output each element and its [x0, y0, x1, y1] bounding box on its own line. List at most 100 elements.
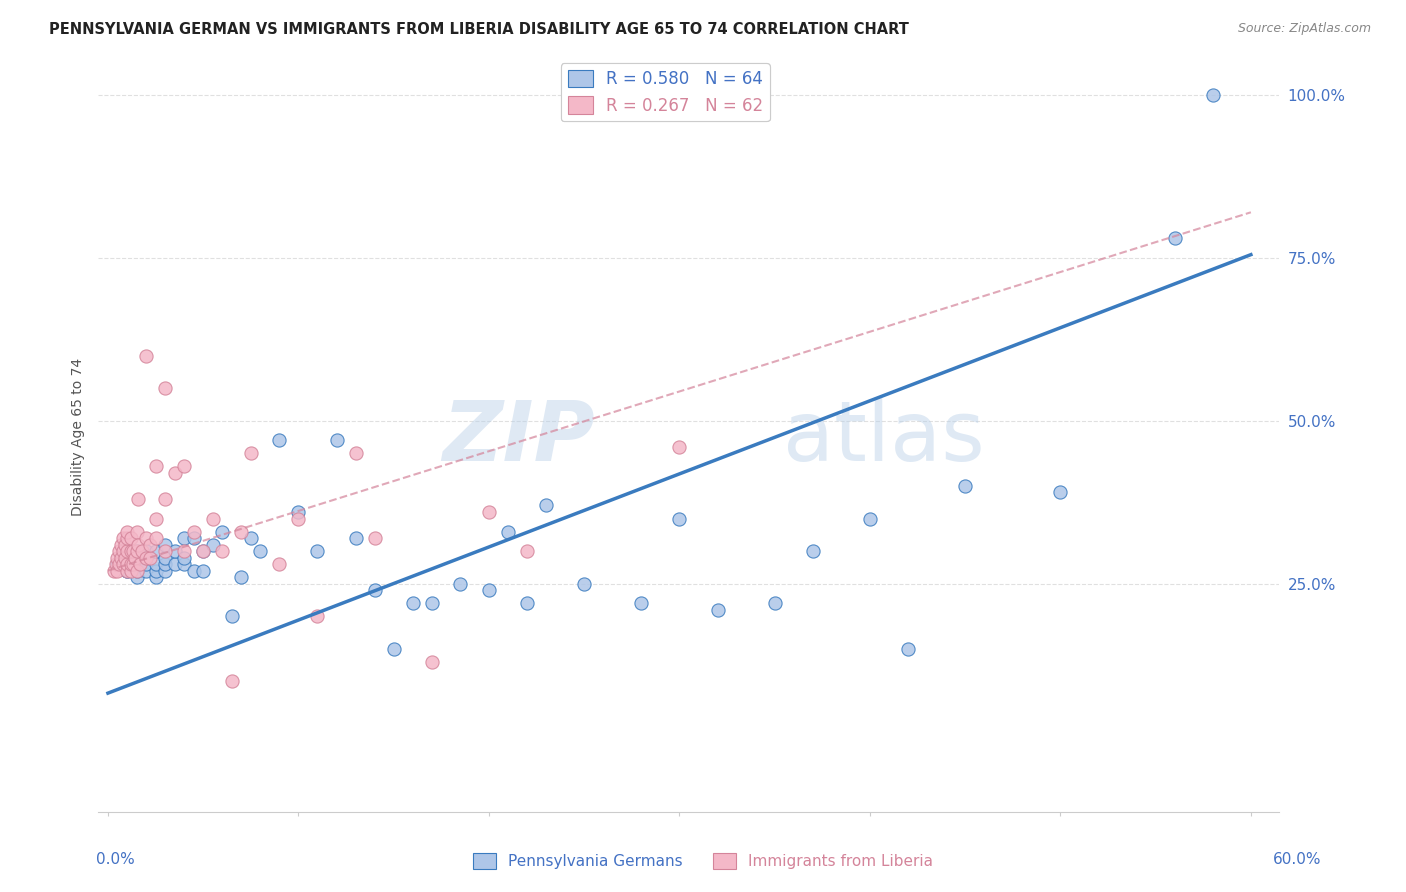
Point	[145, 544, 167, 558]
Point	[478, 583, 501, 598]
Point	[112, 531, 135, 545]
Point	[249, 544, 271, 558]
Point	[104, 557, 127, 571]
Point	[115, 557, 138, 571]
Point	[145, 564, 167, 578]
Point	[127, 491, 149, 506]
Point	[231, 570, 253, 584]
Point	[153, 550, 176, 565]
Point	[121, 557, 143, 571]
Point	[115, 564, 138, 578]
Point	[120, 564, 142, 578]
Point	[211, 524, 233, 539]
Point	[344, 531, 367, 545]
Point	[125, 544, 148, 558]
Point	[239, 531, 262, 545]
Point	[287, 511, 309, 525]
Point	[131, 544, 153, 558]
Point	[115, 531, 138, 545]
Legend: Pennsylvania Germans, Immigrants from Liberia: Pennsylvania Germans, Immigrants from Li…	[467, 847, 939, 875]
Point	[1202, 88, 1225, 103]
Point	[201, 538, 224, 552]
Point	[121, 544, 143, 558]
Point	[127, 538, 149, 552]
Point	[269, 434, 291, 448]
Point	[193, 544, 215, 558]
Point	[897, 641, 920, 656]
Point	[115, 564, 138, 578]
Point	[120, 544, 142, 558]
Point	[193, 564, 215, 578]
Text: 0.0%: 0.0%	[96, 852, 135, 867]
Point	[668, 440, 690, 454]
Point	[163, 544, 186, 558]
Point	[668, 511, 690, 525]
Point	[496, 524, 519, 539]
Point	[420, 596, 443, 610]
Point	[859, 511, 882, 525]
Point	[108, 544, 131, 558]
Point	[1049, 485, 1071, 500]
Point	[344, 446, 367, 460]
Point	[124, 550, 146, 565]
Point	[115, 524, 138, 539]
Point	[120, 557, 142, 571]
Point	[115, 544, 138, 558]
Text: Source: ZipAtlas.com: Source: ZipAtlas.com	[1237, 22, 1371, 36]
Point	[108, 557, 131, 571]
Text: ZIP: ZIP	[441, 397, 595, 477]
Point	[135, 349, 157, 363]
Point	[382, 641, 405, 656]
Point	[145, 557, 167, 571]
Point	[534, 499, 557, 513]
Point	[112, 544, 135, 558]
Point	[183, 564, 205, 578]
Point	[120, 531, 142, 545]
Point	[183, 524, 205, 539]
Point	[107, 550, 129, 565]
Point	[231, 524, 253, 539]
Point	[145, 531, 167, 545]
Point	[173, 459, 195, 474]
Point	[125, 544, 148, 558]
Point	[153, 564, 176, 578]
Point	[110, 550, 132, 565]
Point	[153, 544, 176, 558]
Point	[163, 466, 186, 480]
Point	[363, 583, 385, 598]
Y-axis label: Disability Age 65 to 74: Disability Age 65 to 74	[72, 358, 86, 516]
Point	[110, 538, 132, 552]
Point	[135, 564, 157, 578]
Point	[153, 538, 176, 552]
Point	[953, 479, 976, 493]
Point	[173, 550, 195, 565]
Point	[325, 434, 347, 448]
Point	[193, 544, 215, 558]
Point	[211, 544, 233, 558]
Point	[107, 564, 129, 578]
Point	[183, 531, 205, 545]
Point	[221, 609, 243, 624]
Point	[478, 505, 501, 519]
Point	[125, 564, 148, 578]
Point	[630, 596, 652, 610]
Point	[145, 511, 167, 525]
Point	[516, 596, 538, 610]
Point	[115, 557, 138, 571]
Point	[449, 576, 471, 591]
Point	[706, 603, 728, 617]
Point	[125, 557, 148, 571]
Point	[173, 544, 195, 558]
Point	[163, 557, 186, 571]
Text: 60.0%: 60.0%	[1274, 852, 1322, 867]
Point	[145, 570, 167, 584]
Point	[307, 544, 329, 558]
Point	[125, 550, 148, 565]
Point	[139, 550, 162, 565]
Point	[307, 609, 329, 624]
Point	[107, 557, 129, 571]
Point	[269, 557, 291, 571]
Point	[420, 655, 443, 669]
Point	[239, 446, 262, 460]
Legend: R = 0.580   N = 64, R = 0.267   N = 62: R = 0.580 N = 64, R = 0.267 N = 62	[561, 63, 769, 121]
